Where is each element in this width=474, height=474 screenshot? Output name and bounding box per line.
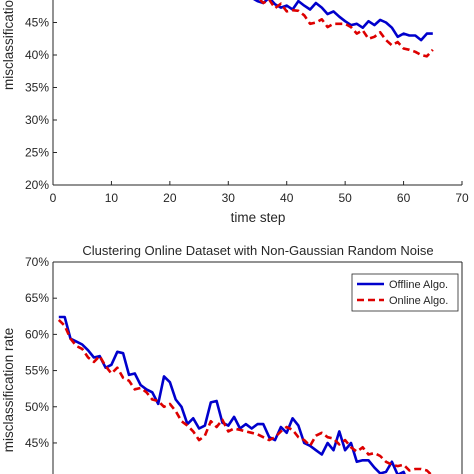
legend-box [351, 273, 459, 312]
top-x-ticks: 0 10 20 30 40 50 60 70 [50, 181, 469, 205]
bottom-y-ticks: 40% 45% 50% 55% 60% 65% 70% [25, 255, 57, 474]
top-x-tick-label: 0 [50, 191, 57, 205]
top-plot-area [53, 0, 462, 185]
top-series-line-offline [252, 0, 433, 42]
bottom-y-tick-label: 40% [25, 472, 49, 474]
top-x-tick-label: 40 [280, 191, 294, 205]
top-y-tick-label: 30% [25, 113, 49, 127]
legend-label-offline: Offline Algo. [389, 279, 448, 291]
top-x-tick-label: 70 [455, 191, 469, 205]
top-series-group [252, 0, 434, 58]
bottom-y-tick-label: 60% [25, 327, 49, 341]
bottom-legend: Offline Algo. Online Algo. [351, 273, 459, 312]
top-x-tick-label: 50 [338, 191, 352, 205]
bottom-chart-title: Clustering Online Dataset with Non-Gauss… [82, 243, 433, 258]
top-y-tick-label: 40% [25, 48, 49, 62]
bottom-series-group [57, 315, 433, 474]
bottom-y-tick-label: 65% [25, 291, 49, 305]
top-x-axis-label: time step [231, 210, 286, 225]
bottom-chart: Clustering Online Dataset with Non-Gauss… [1, 243, 463, 474]
bottom-series-line-online [57, 318, 433, 474]
top-x-tick-label: 10 [105, 191, 119, 205]
top-y-tick-label: 35% [25, 81, 49, 95]
top-y-tick-label: 45% [25, 16, 49, 30]
top-y-axis-label: misclassificatio [1, 0, 16, 90]
top-y-ticks: 20% 25% 30% 35% 40% 45% [25, 16, 57, 192]
legend-label-online: Online Algo. [389, 295, 448, 307]
bottom-series-line-offline [58, 315, 406, 474]
top-x-tick-label: 20 [163, 191, 177, 205]
bottom-y-tick-label: 70% [25, 255, 49, 269]
bottom-y-tick-label: 45% [25, 436, 49, 450]
top-series-line-online [258, 0, 434, 58]
top-x-tick-label: 30 [222, 191, 236, 205]
top-x-tick-label: 60 [397, 191, 411, 205]
bottom-y-tick-label: 50% [25, 400, 49, 414]
top-y-tick-label: 20% [25, 178, 49, 192]
top-chart: 0 10 20 30 40 50 60 70 20% 25% 30% 35% 40% 45% time … [1, 0, 469, 225]
top-y-tick-label: 25% [25, 146, 49, 160]
bottom-y-tick-label: 55% [25, 364, 49, 378]
bottom-y-axis-label: misclassification rate [1, 328, 16, 453]
